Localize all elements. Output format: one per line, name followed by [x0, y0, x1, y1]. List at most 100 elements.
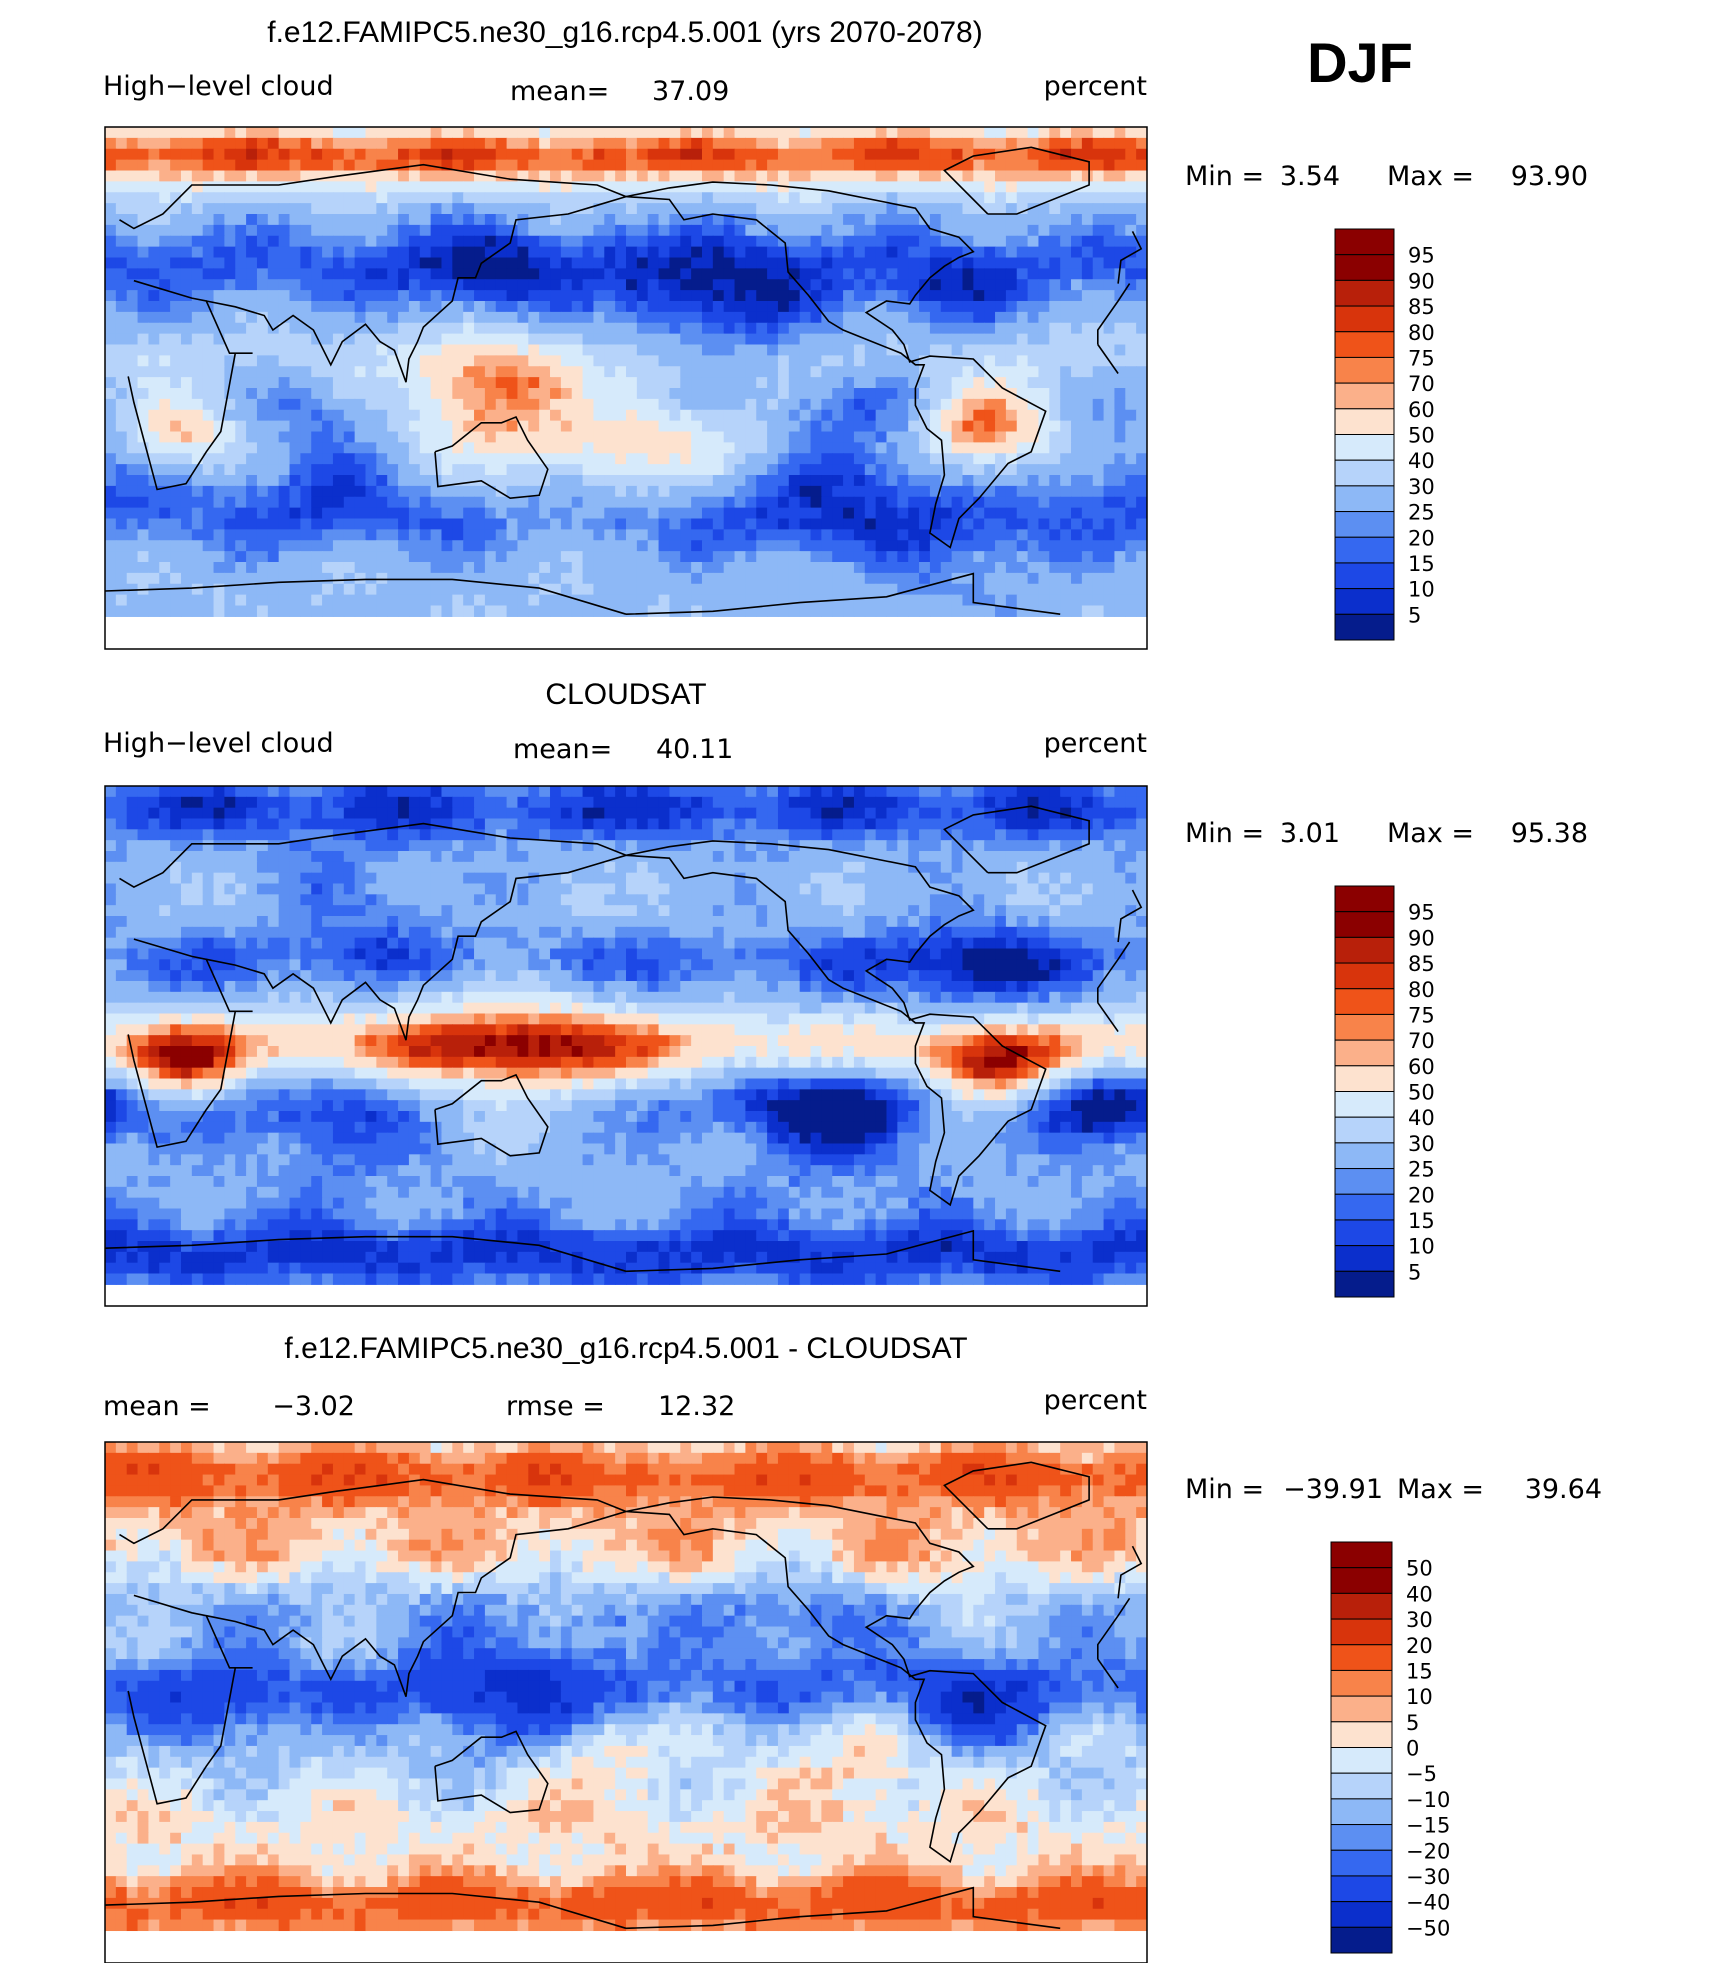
- map-cell: [1049, 562, 1061, 574]
- map-cell: [452, 388, 464, 400]
- map-cell: [528, 807, 540, 820]
- map-cell: [202, 377, 215, 389]
- map-cell: [528, 583, 540, 596]
- map-cell: [408, 311, 421, 324]
- map-cell: [984, 605, 996, 617]
- map-cell: [354, 127, 367, 139]
- map-cell: [322, 279, 334, 291]
- map-cell: [712, 127, 725, 139]
- map-cell: [604, 829, 616, 841]
- map-cell: [984, 127, 996, 139]
- map-cell: [452, 507, 464, 520]
- map-cell: [853, 442, 866, 454]
- map-cell: [984, 518, 996, 530]
- map-cell: [267, 409, 280, 422]
- map-cell: [886, 496, 898, 509]
- map-cell: [452, 818, 464, 830]
- map-cell: [995, 572, 1007, 585]
- map-cell: [680, 409, 692, 422]
- map-cell: [311, 562, 323, 574]
- map-cell: [213, 268, 225, 280]
- map-cell: [267, 214, 280, 226]
- map-cell: [408, 540, 421, 552]
- map-cell: [517, 246, 529, 259]
- map-cell: [886, 224, 898, 237]
- map-cell: [908, 377, 920, 389]
- map-cell: [105, 496, 117, 509]
- map-cell: [539, 311, 551, 324]
- map-cell: [973, 507, 985, 520]
- map-cell: [875, 518, 888, 530]
- map-cell: [995, 562, 1007, 574]
- map-cell: [1060, 181, 1072, 193]
- map-cell: [550, 333, 562, 346]
- map-cell: [332, 301, 345, 313]
- map-cell: [843, 279, 855, 291]
- map-cell: [539, 453, 551, 465]
- map-cell: [864, 786, 877, 798]
- map-cell: [919, 485, 931, 498]
- map-cell: [398, 529, 410, 541]
- map-cell: [180, 268, 193, 280]
- map-cell: [647, 551, 660, 563]
- map-cell: [137, 127, 150, 139]
- map-cell: [788, 398, 801, 411]
- map-cell: [398, 203, 410, 215]
- map-cell: [593, 366, 605, 378]
- map-cell: [1005, 551, 1018, 563]
- map-cell: [343, 442, 356, 454]
- map-cell: [354, 366, 367, 378]
- map-cell: [224, 279, 236, 291]
- map-cell: [506, 224, 519, 237]
- map-cell: [506, 442, 519, 454]
- map-cell: [669, 507, 681, 520]
- map-cell: [517, 311, 529, 324]
- map-cell: [571, 431, 584, 443]
- map-cell: [159, 388, 171, 400]
- map-cell: [767, 840, 779, 852]
- map-cell: [680, 388, 692, 400]
- map-cell: [636, 290, 649, 302]
- map-cell: [474, 344, 486, 356]
- map-cell: [582, 431, 595, 443]
- map-cell: [810, 453, 822, 465]
- map-cell: [224, 409, 236, 422]
- map-cell: [799, 420, 812, 433]
- map-cell: [701, 235, 714, 248]
- map-cell: [441, 257, 453, 269]
- map-cell: [615, 366, 627, 378]
- map-cell: [1136, 562, 1147, 574]
- map-cell: [1005, 464, 1018, 476]
- map-cell: [973, 796, 985, 809]
- map-cell: [799, 829, 812, 841]
- map-cell: [398, 786, 410, 798]
- map-cell: [148, 214, 160, 226]
- map-cell: [1092, 344, 1105, 356]
- map-cell: [919, 257, 931, 269]
- map-cell: [1016, 518, 1029, 530]
- map-cell: [1114, 170, 1126, 182]
- map-cell: [484, 409, 497, 422]
- map-cell: [669, 344, 681, 356]
- map-cell: [495, 214, 508, 226]
- map-cell: [560, 786, 573, 798]
- map-cell: [517, 475, 529, 487]
- map-cell: [821, 431, 833, 443]
- map-cell: [484, 398, 497, 411]
- map-cell: [311, 377, 323, 389]
- map-cell: [691, 137, 703, 150]
- map-cell: [224, 355, 236, 367]
- map-cell: [810, 366, 822, 378]
- map-cell: [322, 203, 334, 215]
- map-cell: [539, 409, 551, 422]
- map-cell: [701, 840, 714, 852]
- map-cell: [126, 453, 139, 465]
- map-cell: [984, 301, 996, 313]
- map-cell: [604, 333, 616, 346]
- map-cell: [756, 181, 768, 193]
- map-cell: [224, 496, 236, 509]
- map-cell: [213, 159, 225, 172]
- map-cell: [593, 322, 605, 335]
- map-cell: [137, 148, 150, 161]
- map-cell: [560, 572, 573, 585]
